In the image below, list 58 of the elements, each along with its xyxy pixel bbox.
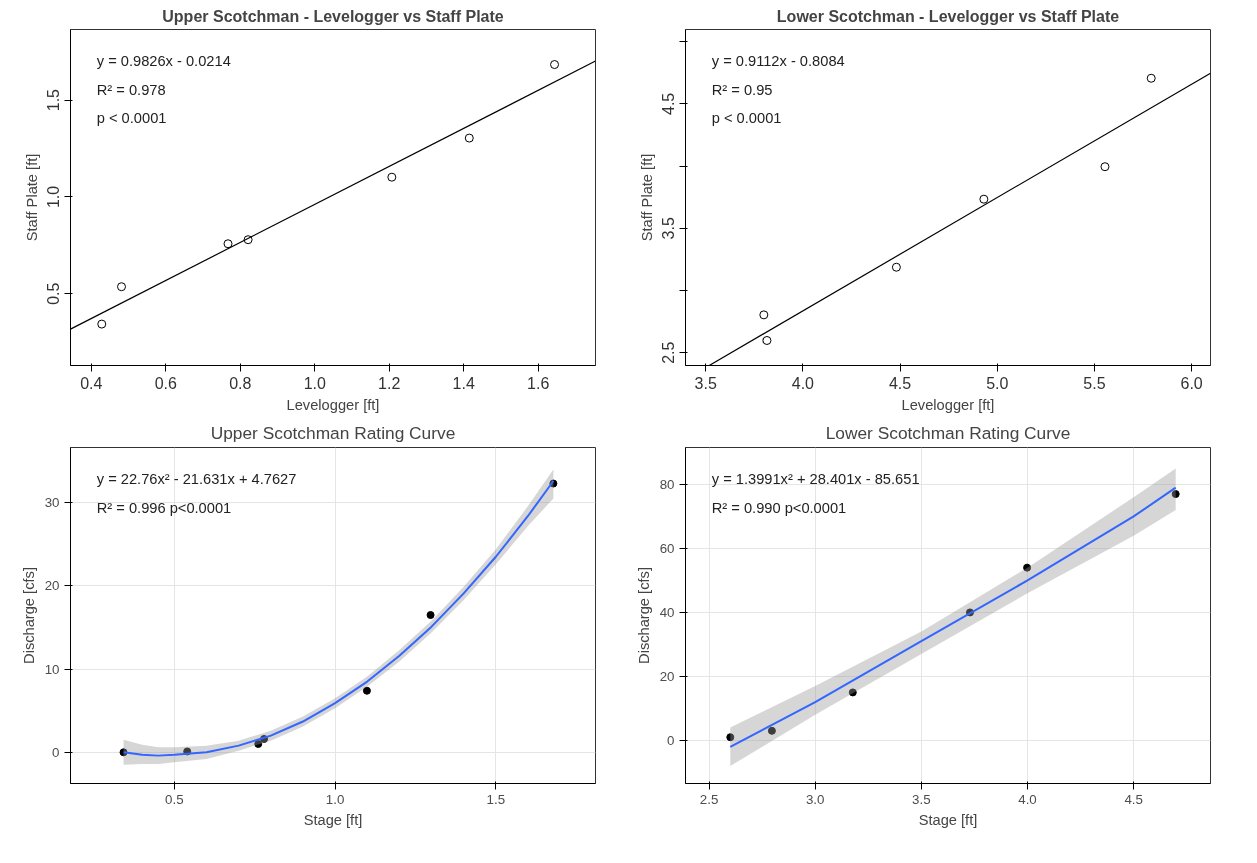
y-axis-title: Staff Plate [ft]: [23, 153, 40, 242]
x-tick-label: 0.8: [229, 374, 252, 392]
chart-title: Upper Scotchman Rating Curve: [210, 422, 456, 443]
chart-title: Upper Scotchman - Levelogger vs Staff Plate: [162, 7, 504, 25]
y-tick-label: 40: [659, 604, 675, 620]
y-tick-label: 10: [44, 661, 60, 677]
x-tick-label: 0.6: [154, 374, 178, 392]
y-axis-title: Discharge [cfs]: [20, 567, 37, 664]
annotation: y = 22.76x² - 21.631x + 4.7627: [96, 471, 297, 488]
chart-title: Lower Scotchman - Levelogger vs Staff Plate: [776, 7, 1120, 25]
x-tick-label: 4.5: [1124, 791, 1143, 807]
annotation: R² = 0.990 p<0.0001: [711, 499, 847, 516]
y-tick-label: 80: [659, 476, 675, 492]
annotation: p < 0.0001: [96, 110, 167, 127]
y-tick-label: 20: [659, 668, 675, 684]
annotation: y = 0.9826x - 0.0214: [96, 53, 231, 70]
x-tick-label: 6.0: [1180, 374, 1203, 392]
x-tick-label: 3.5: [912, 791, 931, 807]
x-tick-label: 1.0: [325, 791, 345, 807]
x-tick-label: 4.5: [888, 374, 912, 392]
y-axis-title: Discharge [cfs]: [635, 567, 652, 664]
chart-title: Lower Scotchman Rating Curve: [825, 422, 1071, 443]
x-tick-label: 1.5: [486, 791, 506, 807]
y-tick-label: 1.0: [45, 185, 63, 209]
y-tick-label: 0: [52, 744, 60, 760]
x-tick-label: 3.5: [694, 374, 717, 392]
y-tick-label: 3.5: [660, 217, 678, 240]
annotation: R² = 0.95: [711, 81, 773, 98]
annotation: p < 0.0001: [711, 110, 782, 127]
x-axis-title: Stage [ft]: [303, 811, 363, 828]
y-tick-label: 4.5: [660, 92, 678, 116]
x-tick-label: 2.5: [699, 791, 719, 807]
x-tick-label: 1.4: [452, 374, 475, 392]
x-tick-label: 1.0: [303, 374, 326, 392]
annotation: R² = 0.978: [96, 81, 166, 98]
y-tick-label: 2.5: [660, 341, 678, 364]
y-tick-label: 0: [667, 732, 675, 748]
x-axis-title: Levelogger [ft]: [286, 396, 380, 413]
y-axis-title: Staff Plate [ft]: [638, 153, 655, 242]
x-tick-label: 4.0: [791, 374, 815, 392]
x-tick-label: 0.4: [80, 374, 103, 392]
x-tick-label: 1.2: [378, 374, 401, 392]
x-tick-label: 5.0: [986, 374, 1009, 392]
annotation: y = 1.3991x² + 28.401x - 85.651: [711, 471, 920, 488]
y-tick-label: 0.5: [45, 282, 63, 305]
x-tick-label: 5.5: [1083, 374, 1106, 392]
y-tick-label: 20: [44, 578, 60, 594]
y-tick-label: 30: [44, 495, 60, 511]
x-tick-label: 4.0: [1018, 791, 1037, 807]
y-tick-label: 1.5: [45, 88, 63, 112]
x-axis-title: Stage [ft]: [918, 811, 978, 828]
annotation: y = 0.9112x - 0.8084: [711, 53, 845, 70]
annotation: R² = 0.996 p<0.0001: [96, 499, 232, 516]
x-tick-label: 3.0: [805, 791, 825, 807]
x-tick-label: 0.5: [165, 791, 184, 807]
x-axis-title: Levelogger [ft]: [901, 396, 995, 413]
x-tick-label: 1.6: [527, 374, 550, 392]
y-tick-label: 60: [659, 540, 675, 556]
